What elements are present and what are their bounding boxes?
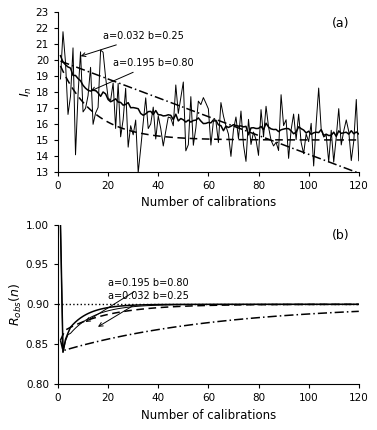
Y-axis label: $I_n$: $I_n$ (19, 87, 34, 98)
Text: a=0.195 b=0.80: a=0.195 b=0.80 (92, 58, 194, 91)
Text: a=0.195 b=0.80: a=0.195 b=0.80 (86, 278, 189, 321)
Text: a=0.032 b=0.25: a=0.032 b=0.25 (82, 31, 184, 56)
X-axis label: Number of calibrations: Number of calibrations (141, 197, 276, 209)
Text: (a): (a) (332, 17, 350, 30)
X-axis label: Number of calibrations: Number of calibrations (141, 408, 276, 422)
Text: (b): (b) (332, 229, 350, 243)
Text: a=0.032 b=0.25: a=0.032 b=0.25 (99, 292, 189, 326)
Y-axis label: $R_{obs}(n)$: $R_{obs}(n)$ (8, 283, 25, 326)
